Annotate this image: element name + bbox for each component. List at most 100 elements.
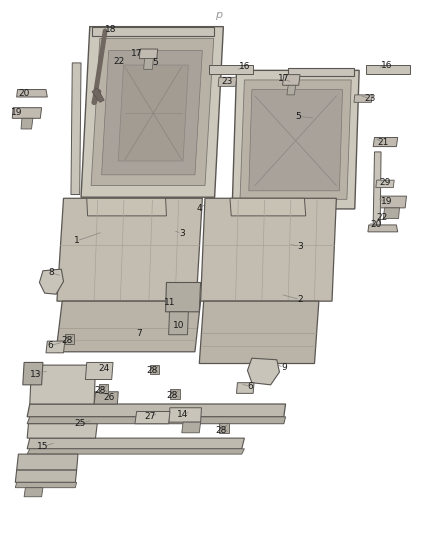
- Text: 10: 10: [173, 321, 184, 329]
- Text: 17: 17: [278, 75, 290, 83]
- Text: 7: 7: [136, 329, 142, 337]
- Text: 23: 23: [364, 94, 376, 103]
- Text: 24: 24: [99, 365, 110, 373]
- Polygon shape: [383, 208, 399, 219]
- Text: 28: 28: [94, 386, 106, 394]
- Polygon shape: [27, 424, 97, 438]
- Polygon shape: [15, 470, 77, 482]
- Polygon shape: [92, 27, 214, 36]
- Text: 16: 16: [239, 62, 250, 71]
- Text: 14: 14: [177, 410, 189, 419]
- Text: 25: 25: [74, 419, 85, 428]
- Text: 19: 19: [381, 197, 392, 206]
- Text: 5: 5: [295, 112, 301, 120]
- Text: 6: 6: [47, 341, 53, 350]
- Polygon shape: [219, 423, 229, 433]
- Text: 22: 22: [113, 57, 125, 66]
- Polygon shape: [354, 95, 372, 102]
- Text: p: p: [215, 10, 223, 20]
- Text: 23: 23: [221, 77, 233, 85]
- Polygon shape: [135, 411, 170, 424]
- Polygon shape: [150, 365, 159, 374]
- Text: 27: 27: [144, 413, 155, 421]
- Text: 29: 29: [379, 178, 390, 187]
- Text: 26: 26: [103, 393, 114, 401]
- Text: 4: 4: [197, 205, 202, 213]
- Polygon shape: [247, 358, 279, 385]
- Text: 21: 21: [378, 139, 389, 147]
- Polygon shape: [237, 383, 254, 393]
- Polygon shape: [81, 27, 223, 197]
- Polygon shape: [71, 63, 81, 195]
- Text: 1: 1: [74, 237, 80, 245]
- Polygon shape: [17, 90, 47, 97]
- Polygon shape: [182, 422, 201, 433]
- Polygon shape: [57, 198, 202, 301]
- Polygon shape: [240, 80, 351, 199]
- Polygon shape: [170, 389, 180, 399]
- Polygon shape: [99, 384, 108, 393]
- Polygon shape: [39, 269, 64, 294]
- Polygon shape: [218, 77, 237, 86]
- Text: 11: 11: [164, 298, 176, 307]
- Polygon shape: [201, 198, 336, 301]
- Text: 19: 19: [11, 109, 22, 117]
- Polygon shape: [376, 196, 406, 208]
- Polygon shape: [102, 51, 202, 175]
- Text: 13: 13: [30, 370, 42, 378]
- Polygon shape: [376, 180, 394, 188]
- Polygon shape: [169, 408, 201, 422]
- Text: 9: 9: [281, 364, 287, 372]
- Polygon shape: [56, 301, 201, 352]
- Text: 5: 5: [152, 59, 159, 67]
- Polygon shape: [27, 404, 286, 417]
- Polygon shape: [15, 482, 77, 488]
- Polygon shape: [373, 138, 398, 147]
- Polygon shape: [65, 334, 74, 344]
- Text: 3: 3: [179, 229, 185, 238]
- Polygon shape: [209, 65, 253, 74]
- Polygon shape: [46, 341, 65, 353]
- Polygon shape: [27, 438, 244, 449]
- Text: 20: 20: [18, 89, 30, 98]
- Polygon shape: [288, 68, 354, 76]
- Polygon shape: [87, 198, 166, 216]
- Text: 15: 15: [37, 442, 49, 451]
- Polygon shape: [92, 88, 104, 102]
- Text: 28: 28: [215, 426, 227, 435]
- Text: 20: 20: [370, 221, 381, 229]
- Polygon shape: [287, 85, 296, 95]
- Text: 28: 28: [166, 391, 177, 400]
- Polygon shape: [166, 282, 201, 312]
- Text: 28: 28: [147, 366, 158, 375]
- Polygon shape: [12, 108, 42, 118]
- Polygon shape: [23, 362, 43, 385]
- Polygon shape: [199, 301, 319, 364]
- Polygon shape: [30, 365, 95, 404]
- Polygon shape: [139, 49, 158, 59]
- Text: 28: 28: [61, 336, 72, 344]
- Text: 2: 2: [297, 295, 303, 304]
- Text: 3: 3: [297, 242, 303, 251]
- Polygon shape: [368, 225, 398, 232]
- Polygon shape: [373, 152, 381, 225]
- Polygon shape: [85, 362, 113, 379]
- Text: 8: 8: [49, 269, 55, 277]
- Polygon shape: [249, 90, 343, 191]
- Polygon shape: [144, 59, 153, 69]
- Text: 6: 6: [247, 382, 254, 391]
- Polygon shape: [118, 65, 188, 161]
- Polygon shape: [94, 392, 118, 404]
- Polygon shape: [283, 75, 300, 85]
- Text: 22: 22: [376, 213, 388, 222]
- Text: 16: 16: [381, 61, 392, 69]
- Polygon shape: [27, 449, 244, 454]
- Text: 17: 17: [131, 49, 142, 58]
- Polygon shape: [27, 417, 286, 424]
- Polygon shape: [21, 118, 33, 129]
- Polygon shape: [169, 312, 188, 335]
- Polygon shape: [91, 38, 214, 185]
- Text: 18: 18: [105, 25, 116, 34]
- Polygon shape: [232, 70, 359, 209]
- Polygon shape: [24, 488, 43, 497]
